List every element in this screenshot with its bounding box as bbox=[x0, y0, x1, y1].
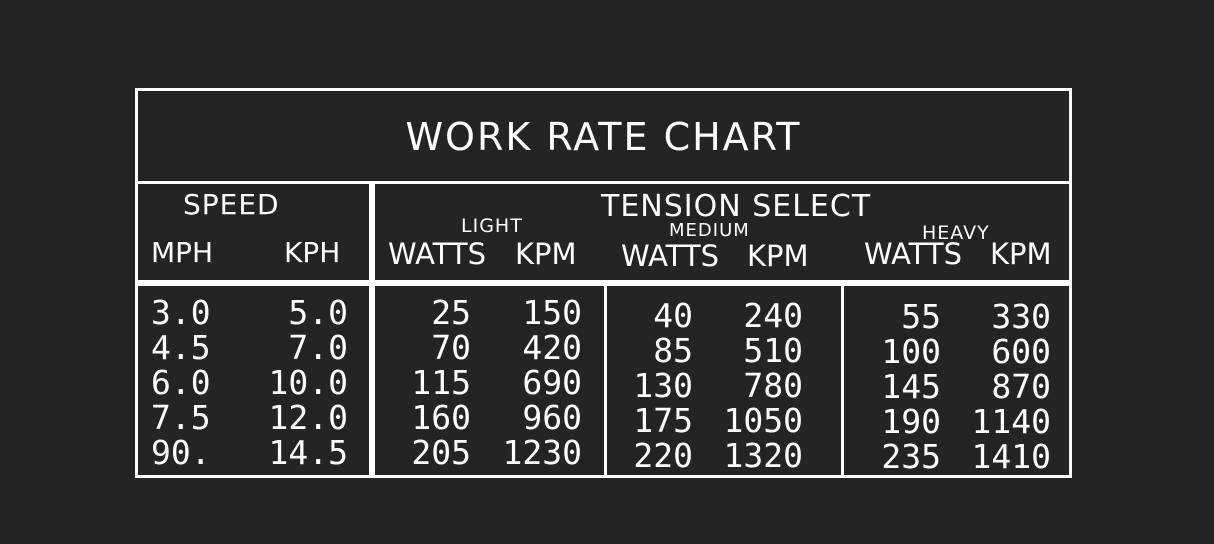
medium-kpm-label: KPM bbox=[747, 239, 809, 273]
light-kpm-cell: 150 bbox=[522, 293, 582, 332]
kph-column: 5.0 7.0 10.0 12.0 14.5 bbox=[269, 295, 348, 470]
heavy-kpm-cell: 330 bbox=[991, 297, 1051, 336]
medium-kpm-cell: 510 bbox=[743, 331, 803, 370]
medium-kpm-cell: 1050 bbox=[723, 401, 803, 440]
light-kpm-cell: 690 bbox=[522, 363, 582, 402]
medium-label: MEDIUM bbox=[669, 220, 750, 241]
light-label: LIGHT bbox=[461, 215, 523, 237]
kph-label: KPH bbox=[284, 236, 341, 269]
speed-header-box bbox=[135, 181, 375, 283]
light-kpm-cell: 420 bbox=[522, 328, 582, 367]
medium-watts-cell: 175 bbox=[633, 401, 693, 440]
light-watts-label: WATTS bbox=[388, 237, 487, 271]
heavy-watts-label: WATTS bbox=[864, 237, 963, 271]
heavy-kpm-cell: 1410 bbox=[971, 437, 1051, 476]
light-watts-cell: 25 bbox=[431, 293, 471, 332]
light-kpm-column: 150 420 690 960 1230 bbox=[503, 295, 582, 470]
light-watts-cell: 115 bbox=[411, 363, 471, 402]
medium-kpm-column: 240 510 780 1050 1320 bbox=[724, 298, 803, 473]
heavy-watts-cell: 145 bbox=[881, 367, 941, 406]
mph-label: MPH bbox=[151, 236, 214, 269]
mph-cell: 90. bbox=[151, 433, 211, 472]
light-watts-cell: 70 bbox=[431, 328, 471, 367]
speed-label: SPEED bbox=[183, 188, 280, 221]
kph-cell: 10.0 bbox=[268, 363, 348, 402]
kph-cell: 7.0 bbox=[288, 328, 348, 367]
medium-watts-label: WATTS bbox=[621, 239, 720, 273]
light-watts-column: 25 70 115 160 205 bbox=[411, 295, 471, 470]
medium-watts-cell: 220 bbox=[633, 436, 693, 475]
medium-kpm-cell: 240 bbox=[743, 296, 803, 335]
light-kpm-cell: 960 bbox=[522, 398, 582, 437]
light-kpm-label: KPM bbox=[515, 237, 577, 271]
heavy-watts-column: 55 100 145 190 235 bbox=[881, 299, 941, 474]
heavy-kpm-cell: 1140 bbox=[971, 402, 1051, 441]
light-watts-cell: 205 bbox=[411, 433, 471, 472]
header-divider bbox=[135, 283, 1072, 286]
medium-watts-cell: 85 bbox=[653, 331, 693, 370]
heavy-kpm-cell: 600 bbox=[991, 332, 1051, 371]
speed-body-box bbox=[135, 283, 375, 478]
light-kpm-cell: 1230 bbox=[502, 433, 582, 472]
medium-watts-column: 40 85 130 175 220 bbox=[633, 298, 693, 473]
heavy-label: HEAVY bbox=[922, 222, 990, 244]
chart-title: WORK RATE CHART bbox=[405, 115, 802, 159]
medium-kpm-cell: 1320 bbox=[723, 436, 803, 475]
mph-cell: 4.5 bbox=[151, 328, 211, 367]
mph-cell: 6.0 bbox=[151, 363, 211, 402]
heavy-watts-cell: 235 bbox=[881, 437, 941, 476]
heavy-kpm-cell: 870 bbox=[991, 367, 1051, 406]
medium-watts-cell: 40 bbox=[653, 296, 693, 335]
medium-kpm-cell: 780 bbox=[743, 366, 803, 405]
tension-select-label: TENSION SELECT bbox=[601, 189, 872, 224]
mph-column: 3.0 4.5 6.0 7.5 90. bbox=[151, 295, 211, 470]
heavy-kpm-label: KPM bbox=[990, 237, 1052, 271]
kph-cell: 14.5 bbox=[268, 433, 348, 472]
heavy-watts-cell: 55 bbox=[901, 297, 941, 336]
kph-cell: 5.0 bbox=[288, 293, 348, 332]
heavy-watts-cell: 190 bbox=[881, 402, 941, 441]
heavy-kpm-column: 330 600 870 1140 1410 bbox=[972, 299, 1051, 474]
tension-header-box bbox=[369, 181, 1072, 283]
light-watts-cell: 160 bbox=[411, 398, 471, 437]
heavy-watts-cell: 100 bbox=[881, 332, 941, 371]
work-rate-chart: WORK RATE CHART SPEED MPH KPH TENSION SE… bbox=[135, 88, 1072, 478]
kph-cell: 12.0 bbox=[268, 398, 348, 437]
mph-cell: 3.0 bbox=[151, 293, 211, 332]
heavy-body-box bbox=[841, 283, 1072, 478]
medium-watts-cell: 130 bbox=[633, 366, 693, 405]
mph-cell: 7.5 bbox=[151, 398, 211, 437]
